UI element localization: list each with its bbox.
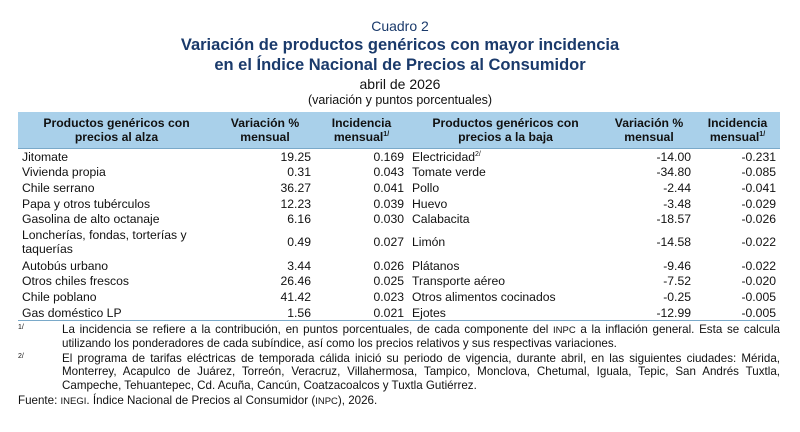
down-product-name: Transporte aéreo — [412, 274, 506, 289]
up-incidence: 0.039 — [373, 196, 405, 211]
footnote-1: 1/ La incidencia se refiere a la contrib… — [18, 323, 780, 351]
up-product-name: Papa y otros tubérculos — [22, 196, 151, 211]
up-product-name: Autobús urbano — [22, 258, 109, 273]
down-variation: -12.99 — [603, 304, 695, 322]
footnote-2: 2/ El programa de tarifas eléctricas de … — [18, 352, 780, 392]
up-variation: 19.25 — [280, 149, 312, 164]
up-incidence: 0.030 — [373, 212, 405, 227]
header-baja-variation: Variación % mensual — [603, 112, 695, 149]
table-row: Vivienda propia 0.31 0.043 Tomate verde -34.… — [18, 165, 780, 181]
header-alza-products: Productos genéricos con precios al alza — [18, 112, 215, 149]
up-incidence: 0.023 — [373, 289, 405, 304]
up-product-name: Gas doméstico LP — [18, 304, 215, 322]
up-variation: 3.44 — [287, 258, 311, 273]
down-incidence: -0.231 — [741, 149, 776, 164]
down-variation: -34.80 — [656, 165, 691, 180]
down-product-name: Limón — [412, 235, 446, 250]
table-period: abril de 2026 — [359, 76, 441, 92]
down-incidence: -0.022 — [741, 235, 776, 250]
table-title-line-1: Variación de productos genéricos con may… — [180, 36, 620, 54]
up-variation: 0.49 — [287, 235, 311, 250]
up-product-name: Otros chiles frescos — [22, 274, 130, 289]
table-row: Gas doméstico LP 1.56 0.021 Ejotes -12.99 -0.… — [18, 304, 780, 322]
up-variation: 0.31 — [287, 165, 311, 180]
footnote-mark: 1/ — [383, 130, 390, 138]
down-variation: -18.57 — [656, 212, 691, 227]
up-product-name: Loncherías, fondas, torterías y taquería… — [22, 228, 187, 257]
down-incidence: -0.022 — [741, 258, 776, 273]
up-product-name: Gasolina de alto octanaje — [22, 212, 160, 227]
up-incidence: 0.169 — [373, 149, 405, 164]
down-product-name: Calabacita — [412, 212, 470, 227]
footnotes: 1/ La incidencia se refiere a la contrib… — [18, 323, 780, 408]
up-incidence: 0.026 — [373, 258, 405, 273]
down-incidence: -0.005 — [741, 289, 776, 304]
down-variation: -0.25 — [663, 289, 691, 304]
up-product-name: Chile serrano — [22, 180, 95, 195]
down-product-name: Otros alimentos cocinados — [412, 289, 556, 304]
down-variation: -3.48 — [663, 196, 691, 211]
incidence-table: Productos genéricos con precios al alza … — [18, 112, 780, 322]
up-variation: 1.56 — [215, 304, 315, 322]
down-incidence: -0.085 — [741, 165, 776, 180]
table-units: (variación y puntos porcentuales) — [307, 93, 493, 107]
up-variation: 26.46 — [280, 274, 312, 289]
footnote-2-mark: 2/ — [18, 352, 24, 360]
down-incidence: -0.005 — [695, 304, 780, 322]
table-row: Chile poblano 41.42 0.023 Otros alimentos c… — [18, 289, 780, 305]
down-product-name: Pollo — [412, 180, 440, 195]
up-incidence: 0.041 — [373, 180, 405, 195]
up-incidence: 0.043 — [373, 165, 405, 180]
up-product-name: Jitomate — [22, 149, 69, 164]
down-incidence: -0.029 — [741, 196, 776, 211]
header-baja-incidence: Incidencia mensual1/ — [695, 112, 780, 149]
up-product-name: Chile poblano — [22, 289, 97, 304]
down-variation: -14.00 — [656, 149, 691, 164]
footnote-2-text: El programa de tarifas eléctricas de tem… — [62, 351, 780, 392]
up-product-name: Vivienda propia — [22, 165, 106, 180]
table-row: Papa y otros tubérculos 12.23 0.039 Huevo -3… — [18, 196, 780, 212]
header-alza-variation: Variación % mensual — [215, 112, 315, 149]
footnote-1-mark: 1/ — [18, 324, 24, 331]
up-incidence: 0.027 — [373, 235, 405, 250]
up-variation: 12.23 — [280, 196, 312, 211]
down-product-name: Electricidad2/ — [412, 149, 481, 164]
header-baja-products: Productos genéricos con precios a la baj… — [408, 112, 603, 149]
table-row: Autobús urbano 3.44 0.026 Plátanos -9.46 -0.0… — [18, 258, 780, 274]
footnote-mark: 1/ — [759, 130, 766, 138]
down-incidence: -0.041 — [741, 180, 776, 195]
down-product-name: Tomate verde — [412, 165, 486, 180]
up-variation: 41.42 — [280, 289, 312, 304]
table-row: Loncherías, fondas, torterías y taquería… — [18, 227, 780, 258]
footnote-mark: 2/ — [475, 150, 481, 158]
header-alza-incidence: Incidencia mensual1/ — [315, 112, 408, 149]
down-variation: -9.46 — [663, 258, 691, 273]
up-variation: 36.27 — [280, 180, 312, 195]
down-variation: -2.44 — [663, 180, 691, 195]
up-variation: 6.16 — [287, 212, 311, 227]
table-title-line-2: en el Índice Nacional de Precios al Cons… — [214, 56, 586, 74]
table-row: Gasolina de alto octanaje 6.16 0.030 Calaba… — [18, 211, 780, 227]
table-number: Cuadro 2 — [371, 18, 429, 34]
up-incidence: 0.021 — [315, 304, 408, 322]
down-product-name: Huevo — [412, 196, 448, 211]
down-product-name: Plátanos — [412, 258, 460, 273]
footnote-1-text: La incidencia se refiere a la contribuci… — [62, 323, 780, 351]
down-variation: -7.52 — [663, 274, 691, 289]
table-row: Otros chiles frescos 26.46 0.025 Transporte… — [18, 274, 780, 290]
down-variation: -14.58 — [656, 235, 691, 250]
up-incidence: 0.025 — [373, 274, 405, 289]
table-header-row: Productos genéricos con precios al alza … — [18, 112, 780, 149]
table-row: Chile serrano 36.27 0.041 Pollo -2.44 -0.041 — [18, 180, 780, 196]
down-incidence: -0.026 — [741, 212, 776, 227]
source-line: Fuente: INEGI. Índice Nacional de Precio… — [18, 394, 378, 408]
down-incidence: -0.020 — [741, 274, 776, 289]
table-row: Jitomate 19.25 0.169 Electricidad2/ -14.00 -0… — [18, 149, 780, 165]
down-product-name: Ejotes — [408, 304, 603, 322]
